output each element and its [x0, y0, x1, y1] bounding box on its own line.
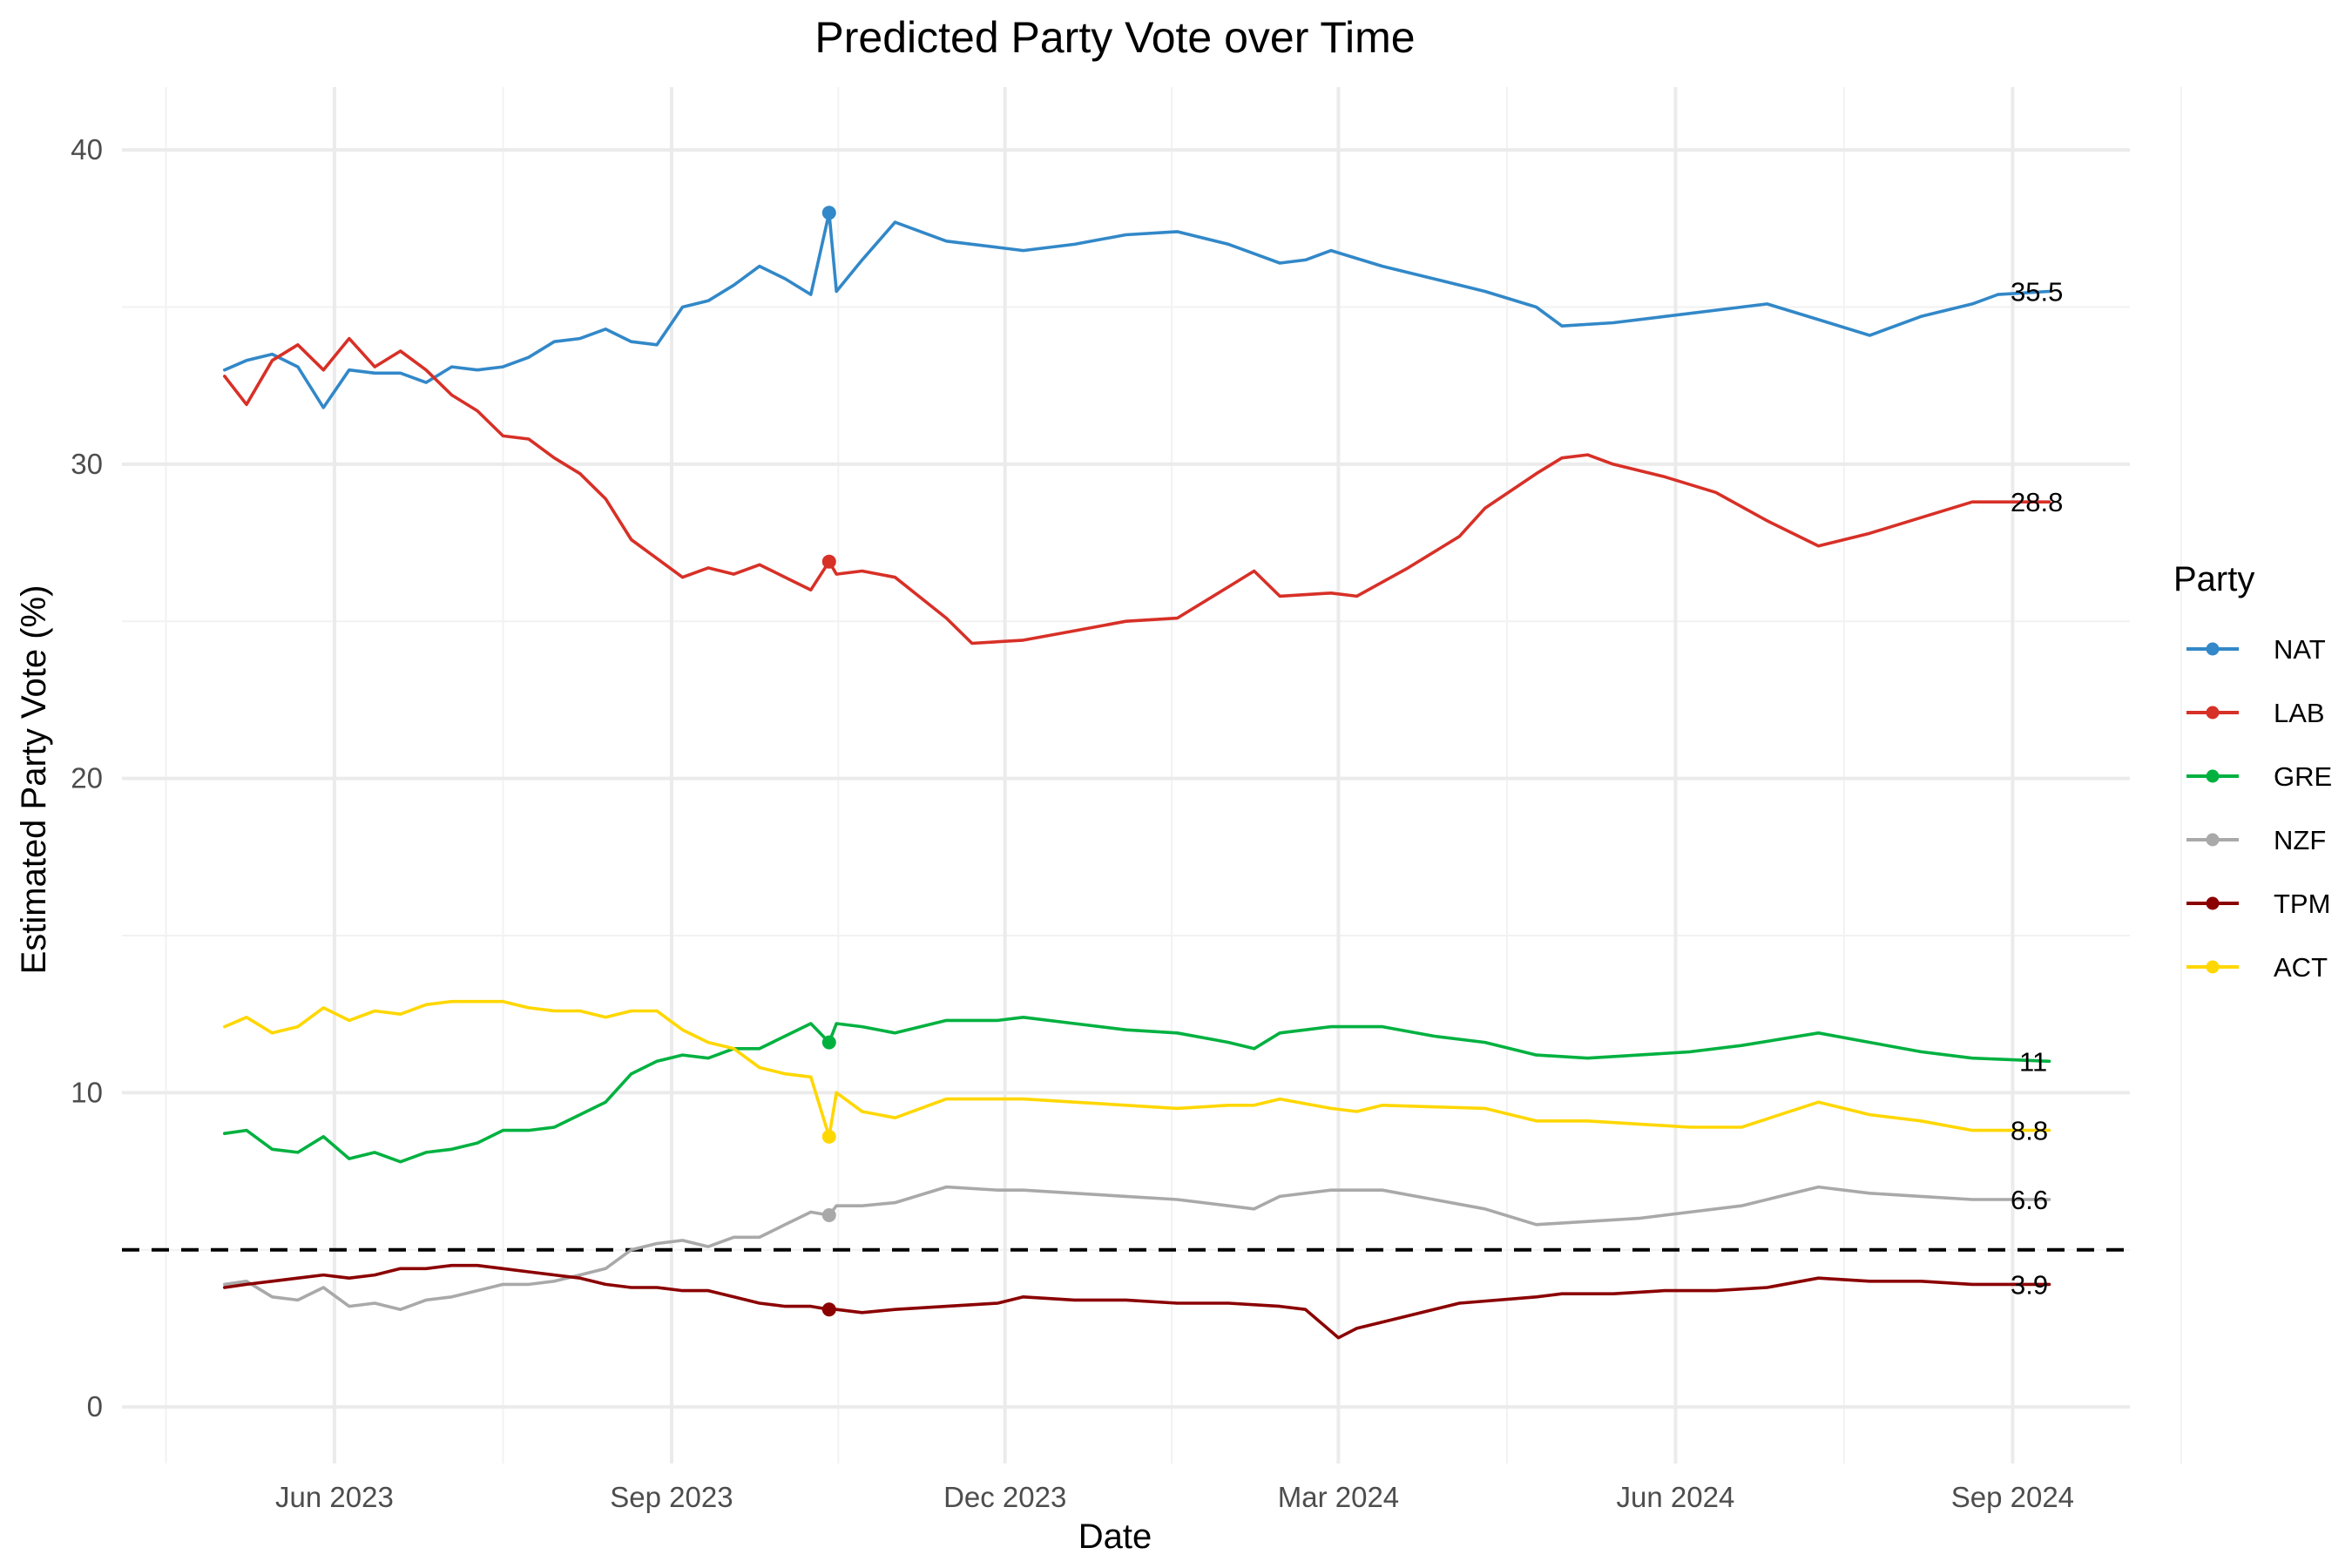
legend-label: GRE — [2274, 761, 2332, 792]
end-label-nzf: 6.6 — [2011, 1185, 2048, 1215]
legend-dot — [2206, 642, 2220, 656]
legend-item-nat: NAT — [2186, 634, 2326, 665]
marker-point-act — [821, 1129, 836, 1144]
legend-label: TPM — [2274, 889, 2330, 919]
x-axis-ticks: Jun 2023 Sep 2023 Dec 2023 Mar 2024 Jun 2024… — [275, 1481, 2074, 1513]
legend-dot — [2206, 706, 2220, 720]
legend-item-gre: GRE — [2186, 761, 2332, 792]
marker-point-nzf — [821, 1208, 836, 1223]
legend-item-nzf: NZF — [2186, 825, 2326, 855]
series-lines — [222, 206, 2051, 1340]
legend-dot — [2206, 833, 2220, 847]
marker-point-lab — [821, 554, 836, 569]
legend-label: NZF — [2274, 825, 2326, 855]
series-line-lab — [222, 336, 2051, 645]
legend-item-lab: LAB — [2186, 698, 2325, 728]
end-label-act: 8.8 — [2011, 1116, 2048, 1146]
x-axis-title: Date — [1078, 1517, 1152, 1556]
y-tick-label: 0 — [87, 1390, 103, 1423]
x-tick-label: Sep 2023 — [610, 1481, 733, 1513]
y-tick-label: 30 — [71, 448, 103, 480]
legend-item-act: ACT — [2186, 952, 2328, 983]
y-tick-label: 40 — [71, 133, 103, 166]
y-tick-label: 10 — [71, 1076, 103, 1108]
grid — [122, 87, 2182, 1463]
series-line-nzf — [222, 1185, 2051, 1311]
chart-title: Predicted Party Vote over Time — [814, 13, 1415, 62]
marker-point-tpm — [821, 1302, 836, 1317]
end-label-nat: 35.5 — [2011, 276, 2063, 307]
series-line-tpm — [222, 1263, 2051, 1340]
y-axis-title: Estimated Party Vote (%) — [15, 585, 53, 975]
end-label-lab: 28.8 — [2011, 487, 2063, 517]
legend-dot — [2206, 769, 2220, 783]
y-tick-label: 20 — [71, 762, 103, 794]
y-axis-ticks: 0 10 20 30 40 — [71, 133, 103, 1423]
end-label-gre: 11 — [2019, 1046, 2047, 1077]
x-tick-label: Jun 2024 — [1617, 1481, 1735, 1513]
series-line-gre — [222, 1016, 2051, 1164]
legend-label: LAB — [2274, 698, 2325, 728]
marker-point-gre — [821, 1035, 836, 1050]
marker-point-nat — [821, 206, 836, 220]
legend-dot — [2206, 896, 2220, 910]
legend: Party NAT LAB GRE NZF TPM ACT — [2173, 560, 2332, 983]
end-labels: 35.5 28.8 11 6.6 3.9 8.8 — [2011, 276, 2063, 1300]
series-line-act — [222, 999, 2051, 1139]
x-tick-label: Sep 2024 — [1951, 1481, 2074, 1513]
legend-dot — [2206, 960, 2220, 974]
end-label-tpm: 3.9 — [2011, 1269, 2048, 1300]
legend-item-tpm: TPM — [2186, 889, 2330, 919]
series-line-nat — [222, 211, 2051, 409]
x-tick-label: Mar 2024 — [1278, 1481, 1399, 1513]
x-tick-label: Dec 2023 — [943, 1481, 1066, 1513]
legend-title: Party — [2173, 560, 2254, 598]
legend-label: ACT — [2274, 952, 2328, 983]
legend-label: NAT — [2274, 634, 2326, 665]
x-tick-label: Jun 2023 — [275, 1481, 394, 1513]
